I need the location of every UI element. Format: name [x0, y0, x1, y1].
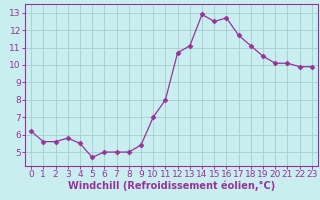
X-axis label: Windchill (Refroidissement éolien,°C): Windchill (Refroidissement éolien,°C)	[68, 181, 275, 191]
